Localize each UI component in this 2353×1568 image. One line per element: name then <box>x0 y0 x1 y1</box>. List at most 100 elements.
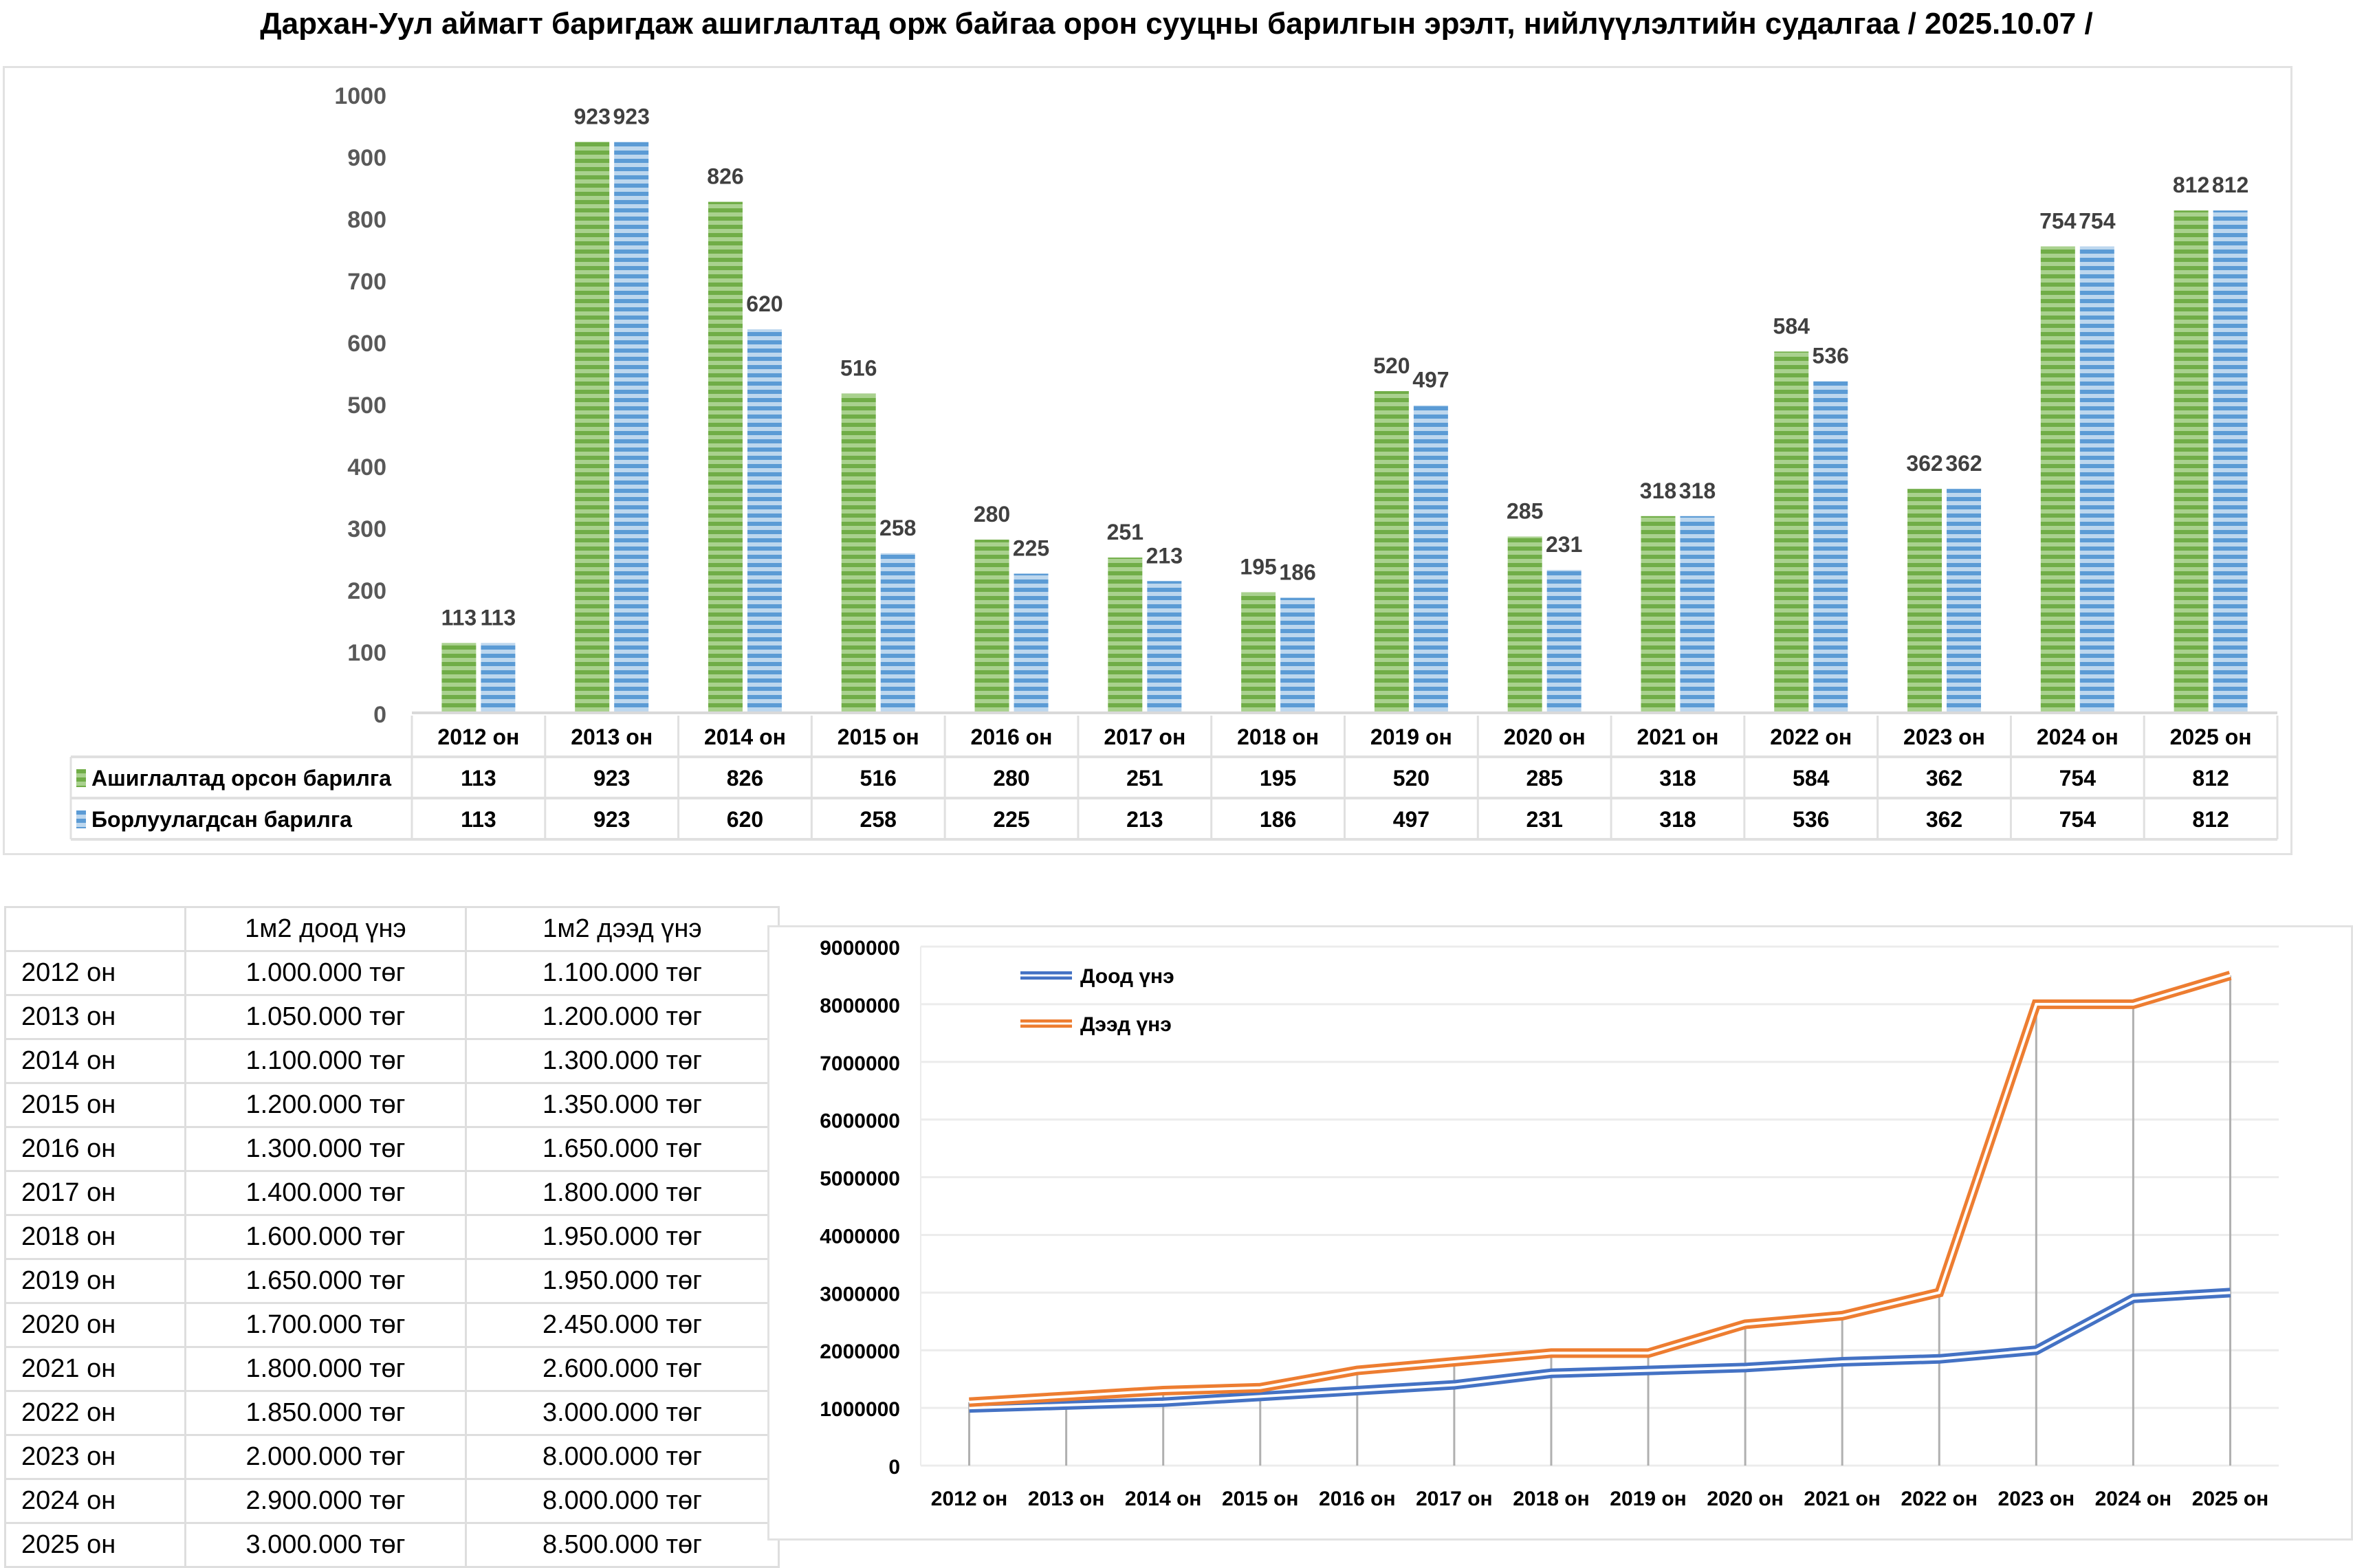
bar-data-label: 536 <box>1813 344 1849 368</box>
bar-sold <box>747 329 782 713</box>
max-price-cell: 8.000.000 төг <box>465 1478 780 1524</box>
min-price-cell: 1.650.000 төг <box>184 1258 467 1304</box>
bar-chart-panel: 0 100 200 300 400 500 600 700 800 900 1000 113 923 8… <box>3 66 2292 855</box>
category-label: 2013 он <box>571 725 653 749</box>
price-row: 2013 он 1.050.000 төг 1.200.000 төг <box>4 994 780 1040</box>
price-row: 2023 он 2.000.000 төг 8.000.000 төг <box>4 1434 780 1480</box>
price-row: 2012 он 1.000.000 төг 1.100.000 төг <box>4 950 780 996</box>
y-tick-label: 1000 <box>334 83 386 109</box>
legend-label: Дээд үнэ <box>1080 1013 1172 1036</box>
min-price-cell: 2.000.000 төг <box>184 1434 467 1480</box>
max-price-cell: 2.600.000 төг <box>465 1346 780 1392</box>
x-tick-label: 2015 он <box>1222 1488 1299 1510</box>
min-price-cell: 1.700.000 төг <box>184 1302 467 1348</box>
max-price-cell: 1.650.000 төг <box>465 1126 780 1172</box>
min-price-cell: 1.050.000 төг <box>184 994 467 1040</box>
bar-sold <box>2079 246 2114 713</box>
table-value: 213 <box>1126 807 1163 832</box>
price-row: 2018 он 1.600.000 төг 1.950.000 төг <box>4 1214 780 1260</box>
bar-data-label: 113 <box>441 605 477 630</box>
y-tick-label: 2000000 <box>820 1340 900 1363</box>
y-tick-label: 800 <box>347 207 386 233</box>
y-tick-label: 4000000 <box>820 1225 900 1248</box>
y-tick-label: 0 <box>888 1456 900 1479</box>
price-row: 2017 он 1.400.000 төг 1.800.000 төг <box>4 1170 780 1216</box>
category-label: 2017 он <box>1104 725 1185 749</box>
table-value: 584 <box>1793 766 1830 791</box>
bar-sold <box>1813 381 1848 713</box>
bar-commissioned <box>1641 516 1676 713</box>
table-value: 812 <box>2192 766 2229 791</box>
max-price-cell: 1.300.000 төг <box>465 1038 780 1084</box>
x-tick-label: 2016 он <box>1319 1488 1396 1510</box>
category-label: 2012 он <box>437 725 519 749</box>
legend-swatch <box>76 810 86 828</box>
price-table: 1м2 доод үнэ 1м2 дээд үнэ 2012 он 1.000.0… <box>4 906 780 1568</box>
bar-data-label: 620 <box>746 291 782 316</box>
bar-data-label: 754 <box>2039 208 2077 233</box>
bar-commissioned <box>841 393 876 713</box>
bar-commissioned <box>708 201 743 714</box>
table-value: 195 <box>1260 766 1296 791</box>
year-cell: 2014 он <box>4 1038 186 1084</box>
table-value: 258 <box>860 807 897 832</box>
y-tick-label: 1000000 <box>820 1398 900 1421</box>
max-price-cell: 1.950.000 төг <box>465 1214 780 1260</box>
bar-data-label: 584 <box>1773 313 1810 338</box>
price-row: 2019 он 1.650.000 төг 1.950.000 төг <box>4 1258 780 1304</box>
bar-data-label: 923 <box>573 104 610 129</box>
category-label: 2019 он <box>1370 725 1452 749</box>
bar-commissioned <box>1774 351 1809 713</box>
price-row: 2016 он 1.300.000 төг 1.650.000 төг <box>4 1126 780 1172</box>
y-tick-label: 7000000 <box>820 1052 900 1075</box>
year-cell: 2022 он <box>4 1390 186 1436</box>
bar-data-label: 251 <box>1107 520 1143 544</box>
bar-data-label: 195 <box>1240 555 1276 579</box>
year-cell: 2015 он <box>4 1082 186 1128</box>
year-cell: 2013 он <box>4 994 186 1040</box>
bar-sold <box>1147 581 1182 713</box>
min-price-cell: 1.850.000 төг <box>184 1390 467 1436</box>
year-cell: 2023 он <box>4 1434 186 1480</box>
bar-data-label: 280 <box>974 502 1010 527</box>
table-value: 251 <box>1126 766 1163 791</box>
year-cell: 2019 он <box>4 1258 186 1304</box>
category-label: 2021 он <box>1637 725 1718 749</box>
bar-sold <box>614 142 649 714</box>
bar-sold <box>1947 489 1982 713</box>
price-row: 2020 он 1.700.000 төг 2.450.000 төг <box>4 1302 780 1348</box>
bar-data-label: 186 <box>1279 560 1315 585</box>
legend-label: Борлуулагдсан барилга <box>91 807 352 832</box>
table-value: 225 <box>993 807 1029 832</box>
x-tick-label: 2014 он <box>1125 1488 1202 1510</box>
min-price-cell: 1.100.000 төг <box>184 1038 467 1084</box>
bar-data-label: 285 <box>1507 499 1543 524</box>
table-value: 280 <box>993 766 1029 791</box>
year-cell: 2020 он <box>4 1302 186 1348</box>
y-tick-label: 500 <box>347 393 386 419</box>
x-tick-label: 2012 он <box>931 1488 1008 1510</box>
category-label: 2022 он <box>1770 725 1852 749</box>
min-price-cell: 1.600.000 төг <box>184 1214 467 1260</box>
category-label: 2025 он <box>2170 725 2252 749</box>
bar-sold <box>481 643 516 713</box>
min-price-cell: 1.800.000 төг <box>184 1346 467 1392</box>
bar-commissioned <box>1507 536 1542 713</box>
max-price-cell: 2.450.000 төг <box>465 1302 780 1348</box>
table-value: 536 <box>1793 807 1829 832</box>
category-label: 2015 он <box>838 725 919 749</box>
y-tick-label: 8000000 <box>820 995 900 1017</box>
y-tick-label: 3000000 <box>820 1283 900 1305</box>
bar-commissioned <box>1108 557 1143 713</box>
max-price-cell: 3.000.000 төг <box>465 1390 780 1436</box>
price-table-header: 1м2 доод үнэ 1м2 дээд үнэ <box>4 906 780 952</box>
series-line-inner <box>969 1291 2231 1410</box>
bar-sold <box>880 553 915 713</box>
table-value: 318 <box>1659 766 1696 791</box>
page-title: Дархан-Уул аймагт баригдаж ашиглалтад ор… <box>260 7 2093 41</box>
table-value: 285 <box>1526 766 1562 791</box>
min-price-cell: 1.300.000 төг <box>184 1126 467 1172</box>
bar-commissioned <box>2174 210 2209 713</box>
year-cell: 2017 он <box>4 1170 186 1216</box>
price-row: 2022 он 1.850.000 төг 3.000.000 төг <box>4 1390 780 1436</box>
